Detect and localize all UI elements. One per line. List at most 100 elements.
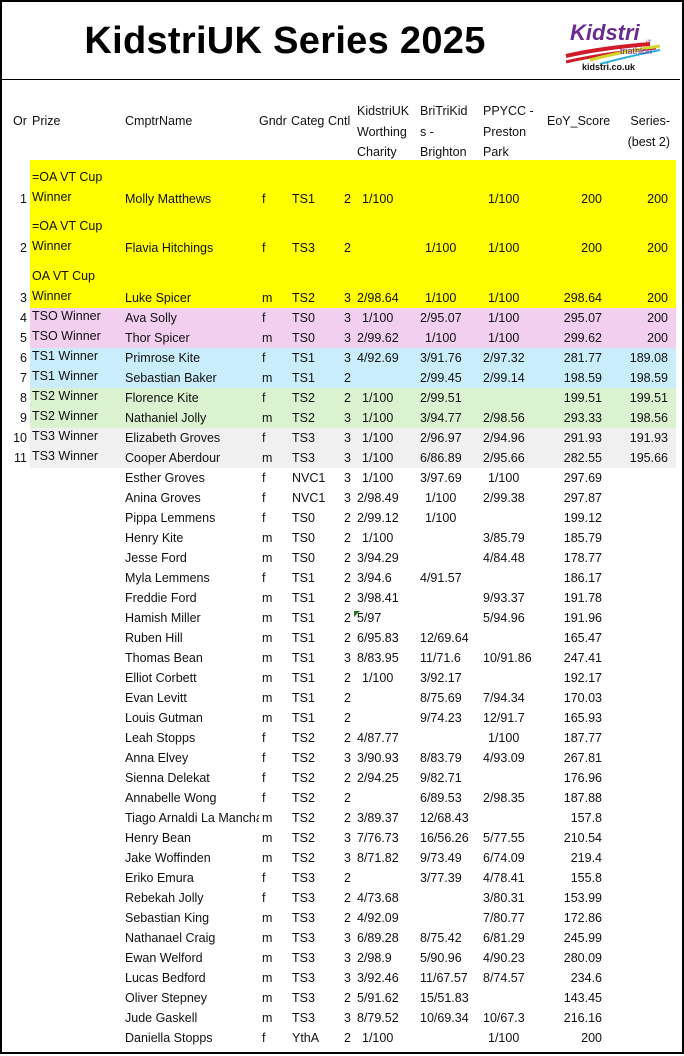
cell-eoy: 198.59 — [563, 371, 602, 385]
cell-g: f — [262, 731, 266, 745]
cell-name: Henry Bean — [125, 831, 192, 845]
cell-cat: TS2 — [292, 731, 315, 745]
row-highlight — [30, 258, 676, 308]
cell-cat: TS3 — [292, 891, 315, 905]
header-or: Or — [13, 114, 27, 128]
cell-w: 8/83.95 — [357, 651, 399, 665]
cell-b: 3/92.17 — [420, 671, 462, 685]
cell-cnt: 3 — [344, 1011, 351, 1025]
ranked-table-row: 9 TS2 Winner Nathaniel Jolly m TS2 3 1/100 3/94… — [0, 408, 680, 428]
cell-name: Ava Solly — [125, 311, 177, 325]
cell-or: 7 — [20, 371, 27, 385]
cell-or: 1 — [20, 192, 27, 206]
cell-w: 6/89.28 — [357, 931, 399, 945]
header-count: Cntl — [328, 114, 351, 128]
cell-cnt: 3 — [344, 311, 351, 325]
cell-cnt: 3 — [344, 851, 351, 865]
table-row: Leah Stopps f TS2 2 4/87.77 1/100 187.77 — [0, 728, 680, 748]
table-row: Henry Bean m TS2 3 7/76.73 16/56.26 5/77.55 210… — [0, 828, 680, 848]
cell-g: f — [262, 491, 266, 505]
cell-cat: TS2 — [292, 291, 315, 305]
cell-p: 6/81.29 — [483, 931, 525, 945]
cell-eoy: 297.69 — [563, 471, 602, 485]
cell-g: m — [262, 451, 273, 465]
cell-eoy: 282.55 — [563, 451, 602, 465]
cell-g: m — [262, 931, 273, 945]
cell-cnt: 3 — [344, 351, 351, 365]
cell-eoy: 165.93 — [563, 711, 602, 725]
cell-p: 5/94.96 — [483, 611, 525, 625]
cell-g: m — [262, 591, 273, 605]
cell-eoy: 153.99 — [563, 891, 602, 905]
row-highlight — [30, 448, 676, 468]
cell-eoy: 245.99 — [563, 931, 602, 945]
cell-series: 195.66 — [629, 451, 668, 465]
cell-cnt: 2 — [344, 1031, 351, 1045]
cell-w: 3/89.37 — [357, 811, 399, 825]
cell-g: f — [262, 391, 266, 405]
cell-b: 11/67.57 — [420, 971, 468, 985]
cell-name: Molly Matthews — [125, 192, 212, 206]
ranked-table-row: 10 TS3 Winner Elizabeth Groves f TS3 3 1/100 2/… — [0, 428, 680, 448]
cell-cat: TS3 — [292, 931, 315, 945]
cell-cnt: 3 — [344, 291, 351, 305]
cell-name: Anna Elvey — [125, 751, 189, 765]
comment-indicator-icon[interactable] — [354, 611, 360, 617]
cell-prize: TS2 Winner — [32, 409, 98, 423]
cell-name: Esther Groves — [125, 471, 205, 485]
cell-name: Florence Kite — [125, 391, 199, 405]
cell-prize: =OA VT Cup Winner — [32, 219, 103, 253]
cell-cat: TS1 — [292, 351, 315, 365]
cell-p: 1/100 — [488, 1031, 520, 1045]
cell-cnt: 3 — [344, 491, 351, 505]
cell-cnt: 2 — [344, 192, 351, 206]
cell-b: 1/100 — [425, 241, 457, 255]
cell-series: 200 — [647, 331, 668, 345]
cell-eoy: 187.77 — [563, 731, 602, 745]
table-row: Anna Elvey f TS2 3 3/90.93 8/83.79 4/93.09 267.… — [0, 748, 680, 768]
cell-b: 3/97.69 — [420, 471, 462, 485]
cell-eoy: 281.77 — [563, 351, 602, 365]
cell-cat: TS2 — [292, 851, 315, 865]
table-row: Sienna Delekat f TS2 2 2/94.25 9/82.71 176.96 — [0, 768, 680, 788]
cell-p: 4/93.09 — [483, 751, 525, 765]
cell-eoy: 210.54 — [563, 831, 602, 845]
cell-w: 1/100 — [362, 1031, 394, 1045]
cell-cat: TS1 — [292, 571, 315, 585]
table-row: Myla Lemmens f TS1 2 3/94.6 4/91.57 186.17 — [0, 568, 680, 588]
cell-cat: TS1 — [292, 591, 315, 605]
cell-name: Jake Woffinden — [125, 851, 211, 865]
cell-cnt: 3 — [344, 951, 351, 965]
header-eoy: EoY_Score — [547, 114, 611, 128]
cell-cnt: 3 — [344, 431, 351, 445]
cell-or: 8 — [20, 391, 27, 405]
cell-name: Jesse Ford — [125, 551, 187, 565]
cell-name: Thor Spicer — [125, 331, 190, 345]
cell-cnt: 2 — [344, 671, 351, 685]
header-name: CmptrName — [125, 114, 193, 128]
cell-eoy: 186.17 — [563, 571, 602, 585]
cell-name: Evan Levitt — [125, 691, 187, 705]
cell-p: 2/95.66 — [483, 451, 525, 465]
cell-prize: TS1 Winner — [32, 369, 98, 383]
cell-g: m — [262, 291, 273, 305]
cell-g: f — [262, 511, 266, 525]
cell-series: 198.59 — [629, 371, 668, 385]
cell-b: 5/90.96 — [420, 951, 462, 965]
cell-or: 3 — [20, 291, 27, 305]
cell-prize: TS3 Winner — [32, 449, 98, 463]
cell-b: 12/69.64 — [420, 631, 469, 645]
cell-b: 6/89.53 — [420, 791, 462, 805]
cell-eoy: 155.8 — [570, 871, 602, 885]
cell-b: 1/100 — [425, 511, 457, 525]
table-row: Ruben Hill m TS1 2 6/95.83 12/69.64 165.47 — [0, 628, 680, 648]
table-row: Jude Gaskell m TS3 3 8/79.52 10/69.34 10/67.3 2… — [0, 1008, 680, 1028]
cell-b: 10/69.34 — [420, 1011, 469, 1025]
cell-name: Tiago Arnaldi La Mancha — [125, 811, 259, 825]
cell-cnt: 2 — [344, 991, 351, 1005]
cell-cat: NVC1 — [292, 491, 326, 505]
cell-series: 189.08 — [629, 351, 668, 365]
cell-eoy: 291.93 — [563, 431, 602, 445]
cell-b: 6/86.89 — [420, 451, 462, 465]
cell-cat: TS0 — [292, 531, 315, 545]
